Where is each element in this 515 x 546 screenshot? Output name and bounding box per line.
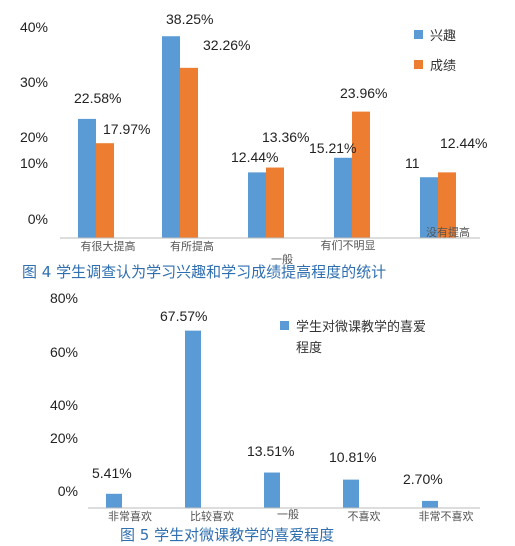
bar-grade (438, 172, 456, 238)
bar-interest (248, 172, 266, 238)
data-label: 13.36% (262, 129, 309, 145)
bar-grade (266, 167, 284, 238)
category-label: 没有提高 (426, 225, 470, 239)
legend-swatch (414, 30, 423, 39)
y-tick-label: 80% (50, 290, 78, 306)
bar-preference (185, 330, 201, 508)
legend-swatch (414, 60, 423, 69)
y-tick-label: 40% (20, 19, 48, 35)
data-label: 23.96% (340, 85, 387, 101)
legend-label: 学生对微课教学的喜爱程度 (296, 319, 426, 356)
category-label: 有们不明显 (321, 238, 376, 252)
category-label: 非常喜欢 (108, 509, 152, 523)
bar-interest (162, 36, 180, 239)
data-label: 12.44% (231, 149, 278, 165)
category-label: 非常不喜欢 (419, 509, 474, 523)
category-label: 有所提高 (170, 239, 214, 253)
data-label: 11 (405, 155, 420, 171)
y-tick-label: 0% (28, 211, 48, 227)
figure-caption: 图 5 学生对微课教学的喜爱程度 (120, 526, 334, 544)
legend-label: 兴趣 (430, 29, 456, 44)
bar-grade (96, 143, 114, 238)
bar-grade (180, 67, 198, 239)
figure-caption: 图 4 学生调查认为学习兴趣和学习成绩提高程度的统计 (22, 263, 386, 281)
bar-preference (343, 479, 359, 508)
data-label: 32.26% (203, 37, 250, 53)
data-label: 22.58% (74, 90, 121, 106)
data-label: 10.81% (329, 449, 376, 465)
category-label: 比较喜欢 (190, 509, 234, 523)
category-label: 一般 (271, 253, 293, 266)
y-tick-label: 60% (50, 344, 78, 360)
y-tick-label: 20% (50, 430, 78, 446)
category-label: 有很大提高 (81, 239, 136, 253)
y-tick-label: 0% (58, 483, 78, 499)
data-label: 15.21% (309, 140, 356, 156)
bar-preference (264, 472, 280, 508)
category-label: 一般 (277, 508, 299, 521)
data-label: 17.97% (103, 121, 150, 137)
data-label: 12.44% (440, 135, 487, 151)
legend-label: 成绩 (430, 59, 456, 74)
y-tick-label: 10% (20, 155, 48, 171)
data-label: 13.51% (247, 443, 294, 459)
data-label: 2.70% (403, 471, 443, 487)
y-tick-label: 30% (20, 74, 48, 90)
data-label: 5.41% (92, 465, 132, 481)
y-tick-label: 40% (50, 397, 78, 413)
bar-preference (422, 500, 438, 508)
data-label: 38.25% (166, 11, 213, 27)
legend-swatch (280, 321, 289, 330)
bar-interest (78, 118, 96, 238)
bar-grade (352, 111, 370, 238)
data-label: 67.57% (160, 308, 207, 324)
bar-interest (420, 177, 438, 238)
bar-preference (106, 493, 122, 508)
bar-interest (334, 157, 352, 238)
y-tick-label: 20% (20, 129, 48, 145)
category-label: 不喜欢 (348, 509, 381, 523)
